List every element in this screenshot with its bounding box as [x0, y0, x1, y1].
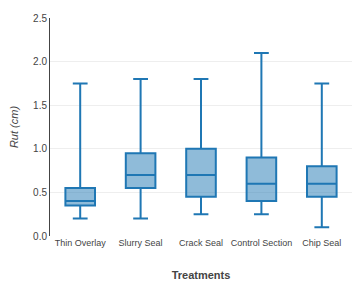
svg-text:2.5: 2.5 [33, 13, 47, 24]
svg-text:Chip Seal: Chip Seal [302, 238, 341, 248]
svg-text:Crack Seal: Crack Seal [179, 238, 223, 248]
svg-text:Control Section: Control Section [231, 238, 293, 248]
svg-text:Rut (cm): Rut (cm) [8, 106, 20, 149]
svg-text:1.0: 1.0 [33, 143, 47, 154]
svg-text:Thin Overlay: Thin Overlay [55, 238, 107, 248]
svg-text:2.0: 2.0 [33, 56, 47, 67]
svg-text:0.5: 0.5 [33, 187, 47, 198]
svg-text:Slurry Seal: Slurry Seal [119, 238, 163, 248]
svg-text:0.0: 0.0 [33, 231, 47, 242]
svg-text:Treatments: Treatments [172, 269, 231, 281]
svg-text:1.5: 1.5 [33, 100, 47, 111]
